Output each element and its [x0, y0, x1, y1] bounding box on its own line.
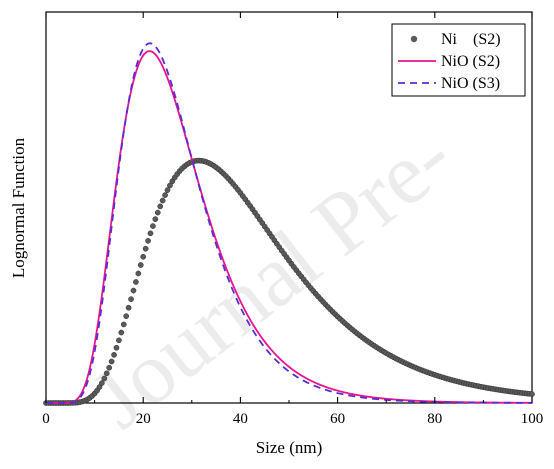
series-0-point — [108, 358, 115, 365]
legend-item-ni-s2: Ni (S2) — [410, 31, 501, 48]
series-0-point — [106, 364, 113, 371]
legend: Ni (S2) NiO (S2) NiO (S3) — [391, 23, 526, 97]
series-0-point — [152, 216, 159, 222]
series-0-point — [101, 375, 108, 382]
x-tick-label: 80 — [427, 411, 442, 427]
series-0-point — [162, 192, 168, 198]
series-0-points — [43, 157, 535, 406]
series-0-point — [142, 245, 149, 252]
series-0-point — [164, 187, 171, 193]
series-0-point — [99, 380, 105, 386]
series-0-point — [137, 262, 144, 268]
series-0-point — [150, 223, 156, 229]
y-axis-label: Lognormal Function — [9, 137, 28, 278]
series-0-point — [529, 391, 535, 397]
series-0-point — [159, 197, 166, 204]
series-0-point — [103, 370, 110, 377]
series-0-point — [120, 321, 127, 328]
x-tick-label: 40 — [233, 411, 248, 427]
series-0-point — [133, 279, 139, 285]
series-0-point — [116, 337, 122, 344]
x-axis-label: Size (nm) — [256, 438, 323, 457]
series-layer — [43, 42, 535, 406]
series-0-point — [135, 270, 142, 277]
legend-ni-s2-label: Ni (S2) — [441, 31, 501, 48]
x-tick-label: 0 — [42, 411, 50, 427]
series-0-point — [118, 329, 125, 336]
legend-nio-s2-label: NiO (S2) — [441, 53, 500, 70]
series-0-point — [147, 230, 154, 237]
series-0-point — [130, 287, 137, 294]
series-2-line — [46, 42, 532, 404]
series-0-point — [123, 313, 130, 320]
series-0-point — [167, 182, 173, 189]
series-0-point — [154, 209, 161, 216]
x-tick-label: 60 — [330, 411, 345, 427]
series-0-point — [157, 203, 164, 210]
legend-nio-s3-label: NiO (S3) — [441, 75, 500, 92]
series-0-point — [145, 238, 151, 244]
series-0-point — [140, 253, 147, 260]
legend-item-nio-s2: NiO (S2) — [398, 53, 500, 70]
x-tick-label: 20 — [136, 411, 151, 427]
series-0-point — [128, 296, 134, 302]
legend-item-nio-s3: NiO (S3) — [398, 75, 500, 92]
tick-layer: 0 20 40 60 80 100 — [42, 12, 543, 427]
series-0-point — [125, 304, 132, 311]
x-tick-label: 100 — [521, 411, 544, 427]
watermark: Journal Pre- — [74, 108, 471, 448]
series-0-point — [113, 344, 120, 351]
series-0-point — [111, 352, 117, 358]
legend-ni-s2-marker — [410, 35, 418, 43]
